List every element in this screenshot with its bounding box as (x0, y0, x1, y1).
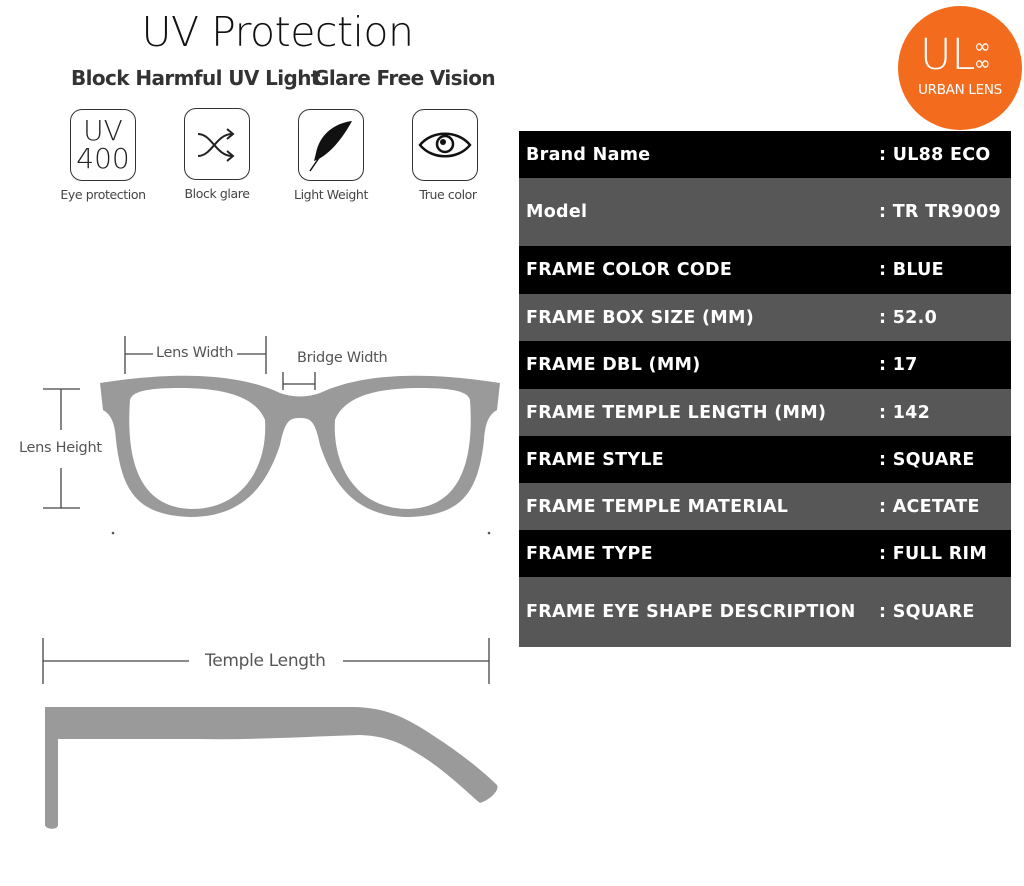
shuffle-arrows-icon (184, 108, 250, 180)
lens-height-label: Lens Height (19, 440, 102, 456)
temple-arm (45, 707, 498, 829)
spec-row: FRAME TEMPLE LENGTH (MM): 142 (519, 389, 1011, 436)
glasses-diagram (42, 336, 500, 829)
subtitle-right: Glare Free Vision (313, 66, 496, 90)
spec-row: FRAME DBL (MM): 17 (519, 341, 1011, 389)
infinity-icon: ∞ ∞ (974, 34, 991, 75)
spec-value: : BLUE (872, 246, 1011, 294)
subtitle-left: Block Harmful UV Light (71, 66, 320, 90)
spec-row: FRAME BOX SIZE (MM): 52.0 (519, 294, 1011, 341)
spec-label: FRAME BOX SIZE (MM) (519, 294, 872, 341)
spec-value: : SQUARE (872, 436, 1011, 483)
spec-value: : ACETATE (872, 483, 1011, 530)
temple-length-label: Temple Length (205, 651, 326, 671)
banner-title: UV Protection (141, 8, 414, 56)
spec-label: Brand Name (519, 131, 872, 178)
spec-value: : 52.0 (872, 294, 1011, 341)
spec-row: FRAME TYPE: FULL RIM (519, 530, 1011, 577)
spec-row: FRAME EYE SHAPE DESCRIPTION: SQUARE (519, 577, 1011, 647)
bridge-width-label: Bridge Width (297, 350, 388, 366)
logo-initials: UL (920, 30, 976, 80)
spec-value: : TR TR9009 (872, 178, 1011, 246)
spec-value: : FULL RIM (872, 530, 1011, 577)
urban-lens-logo: UL ∞ ∞ URBAN LENS (898, 6, 1022, 130)
spec-label: FRAME TYPE (519, 530, 872, 577)
lens-width-label: Lens Width (156, 345, 234, 361)
spec-value: : SQUARE (872, 577, 1011, 647)
uv-text: UV (83, 114, 123, 147)
feature-label: Block glare (184, 186, 250, 201)
uv-400-text: 400 (76, 142, 130, 175)
spec-label: FRAME EYE SHAPE DESCRIPTION (519, 577, 872, 647)
spec-table: Brand Name: UL88 ECO Model: TR TR9009 FRAM… (519, 131, 1011, 647)
spec-row: Model: TR TR9009 (519, 178, 1011, 246)
spec-value: : 142 (872, 389, 1011, 436)
feature-label: Light Weight (294, 187, 368, 202)
spec-label: FRAME TEMPLE MATERIAL (519, 483, 872, 530)
feather-icon (298, 109, 364, 181)
spec-label: FRAME COLOR CODE (519, 246, 872, 294)
dimension-lines (42, 336, 490, 684)
spec-row: FRAME TEMPLE MATERIAL: ACETATE (519, 483, 1011, 530)
spec-row: FRAME STYLE: SQUARE (519, 436, 1011, 483)
uv400-icon: UV 400 (70, 109, 136, 181)
spec-row: Brand Name: UL88 ECO (519, 131, 1011, 178)
spec-label: FRAME STYLE (519, 436, 872, 483)
spec-label: FRAME DBL (MM) (519, 341, 872, 389)
logo-name: URBAN LENS (918, 82, 1002, 98)
spec-value: : 17 (872, 341, 1011, 389)
feature-label: Eye protection (60, 187, 146, 202)
spec-label: Model (519, 178, 872, 246)
frame-front (100, 375, 500, 517)
spec-row: FRAME COLOR CODE: BLUE (519, 246, 1011, 294)
spec-value: : UL88 ECO (872, 131, 1011, 178)
spec-label: FRAME TEMPLE LENGTH (MM) (519, 389, 872, 436)
feature-label: True color (419, 187, 477, 202)
eye-icon (412, 109, 478, 181)
